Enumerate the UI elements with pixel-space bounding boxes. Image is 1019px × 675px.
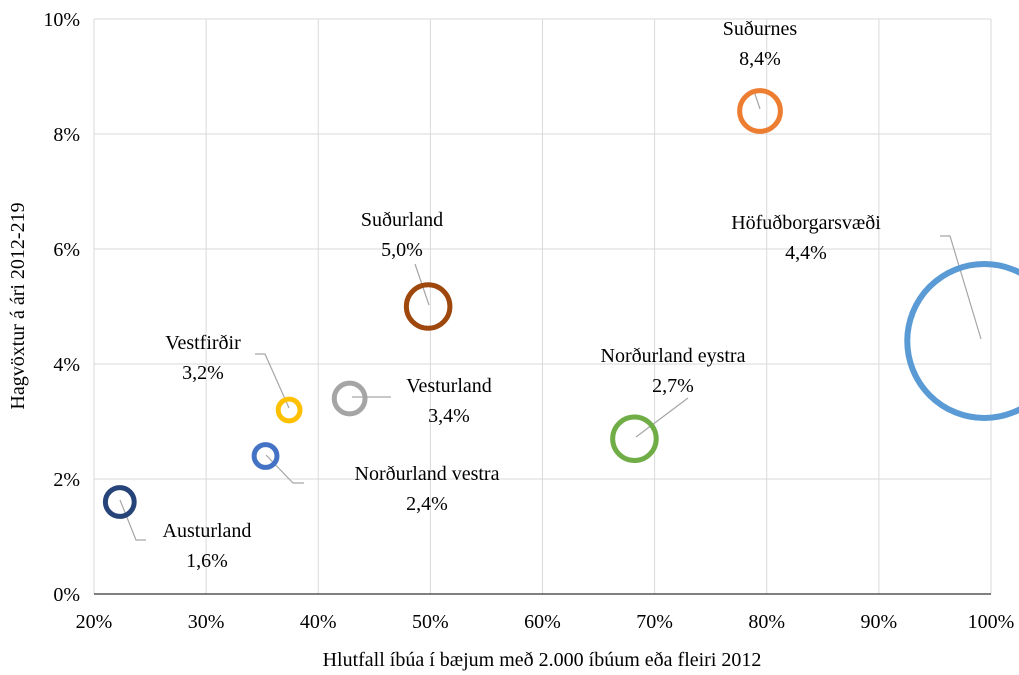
bubble-value-label: 3,2% — [182, 362, 224, 384]
x-tick-label: 40% — [300, 611, 337, 633]
y-tick-label: 2% — [53, 469, 80, 491]
x-tick-label: 70% — [636, 611, 673, 633]
x-tick-label: 30% — [188, 611, 225, 633]
bubble-value-label: 5,0% — [381, 239, 423, 261]
y-tick-label: 0% — [53, 584, 80, 606]
x-tick-labels: 20% 30% 40% 50% 60% 70% 80% 90% 100% — [76, 611, 1015, 633]
x-tick-label: 50% — [412, 611, 449, 633]
bubble-label: Suðurland — [361, 209, 443, 231]
x-tick-label: 80% — [748, 611, 785, 633]
bubble — [403, 282, 453, 331]
bubbles — [102, 88, 1019, 519]
bubble — [904, 261, 1019, 421]
bubble-value-label: 2,4% — [406, 493, 448, 515]
bubble-value-label: 2,7% — [652, 375, 694, 397]
bubble — [102, 485, 137, 519]
leader-line — [940, 235, 982, 340]
x-axis-title: Hlutfall íbúa í bæjum með 2.000 íbúum eð… — [323, 649, 762, 671]
bubble-value-label: 8,4% — [739, 48, 781, 70]
bubble — [275, 396, 303, 424]
leader-line — [635, 397, 689, 438]
bubble — [737, 88, 783, 134]
gridlines — [93, 18, 992, 595]
bubble — [331, 380, 368, 417]
leader-line — [255, 353, 290, 409]
bubble-label: Norðurland eystra — [601, 345, 746, 367]
y-tick-label: 10% — [43, 9, 80, 31]
y-tick-label: 4% — [53, 354, 80, 376]
x-tick-label: 60% — [524, 611, 561, 633]
bubble-label: Höfuðborgarsvæði — [731, 212, 881, 234]
x-tick-label: 100% — [968, 611, 1015, 633]
bubble-value-label: 4,4% — [785, 242, 827, 264]
bubble-label: Vesturland — [406, 375, 492, 397]
bubble — [251, 442, 280, 470]
bubble-label: Norðurland vestra — [355, 463, 500, 485]
x-tick-label: 20% — [76, 611, 113, 633]
y-tick-labels: 0% 2% 4% 6% 8% 10% — [43, 9, 80, 606]
bubble-label: Austurland — [163, 520, 252, 542]
bubble-value-label: 1,6% — [186, 550, 228, 572]
bubble-labels: Höfuðborgarsvæði 4,4% Suðurnes 8,4% Suðurlan… — [163, 18, 882, 572]
bubble-value-label: 3,4% — [428, 405, 470, 427]
leader-line — [754, 93, 761, 110]
y-tick-label: 8% — [53, 124, 80, 146]
bubble-label: Suðurnes — [723, 18, 798, 40]
y-axis-title: Hagvöxtur á ári 2012-219 — [7, 202, 29, 409]
y-tick-label: 6% — [53, 239, 80, 261]
x-tick-label: 90% — [861, 611, 898, 633]
bubble-label: Vestfirðir — [165, 332, 241, 354]
bubble — [610, 414, 659, 464]
leader-lines — [119, 93, 982, 541]
